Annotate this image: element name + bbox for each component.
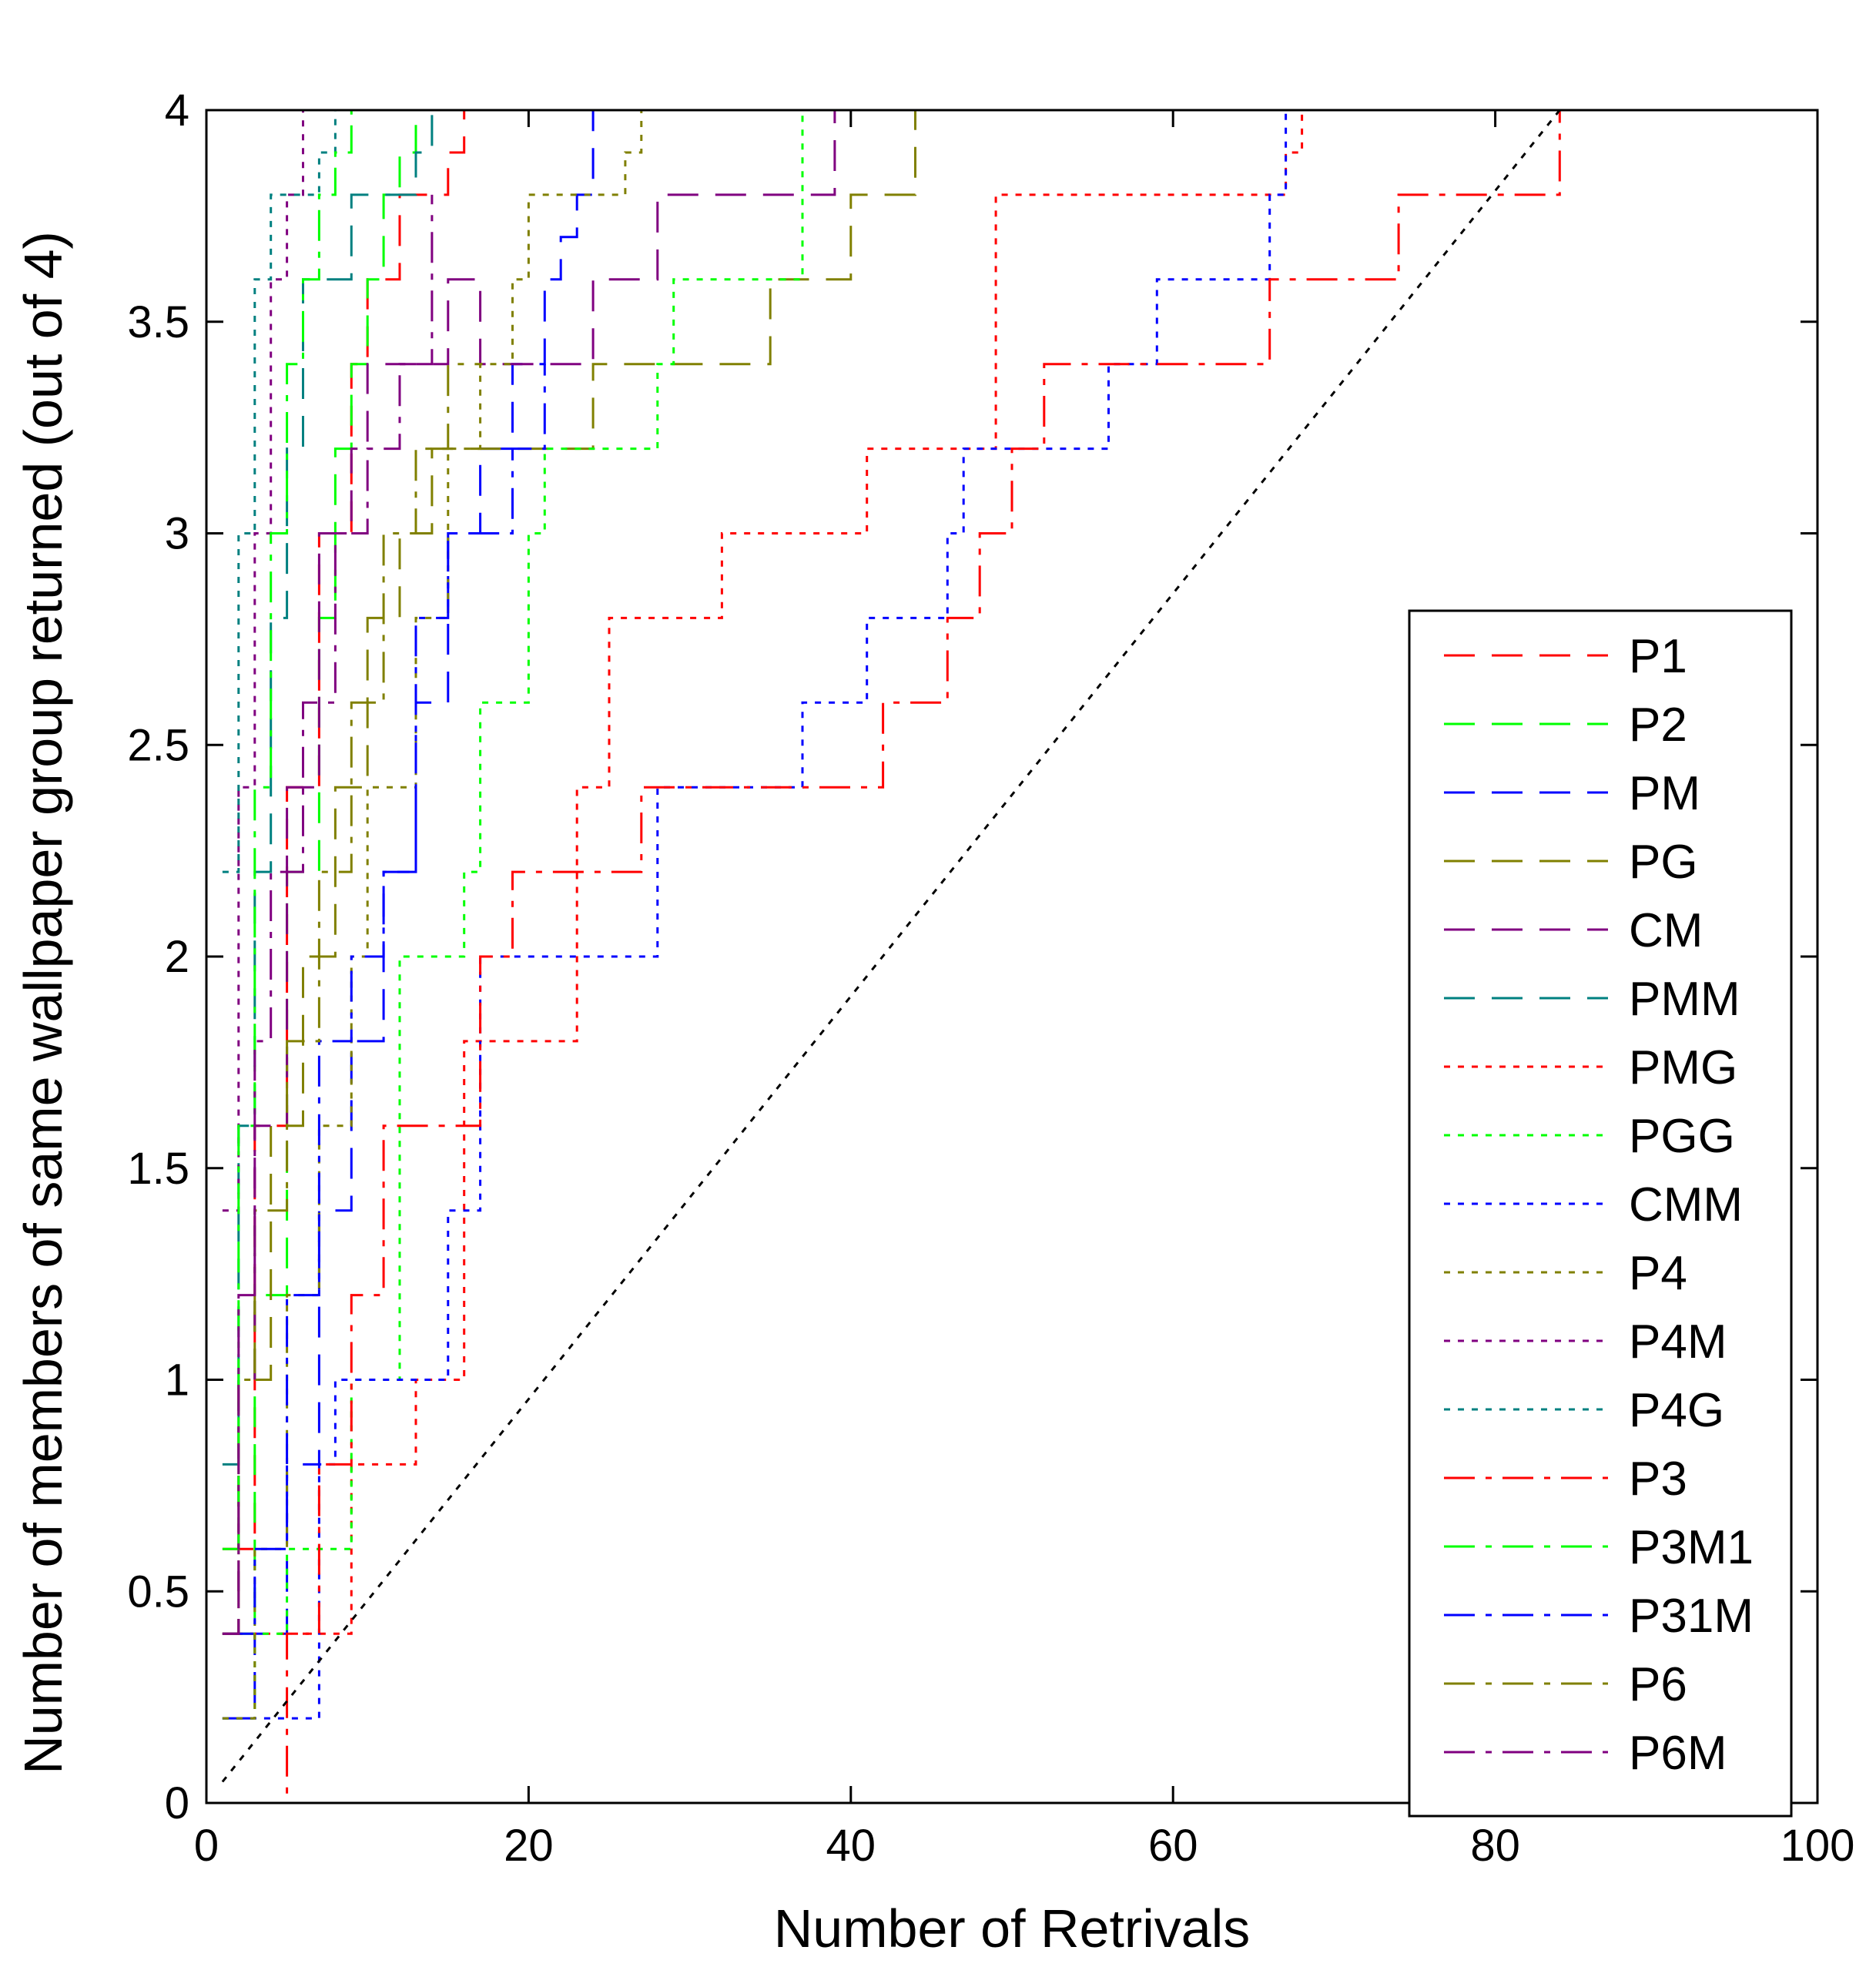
- series-line-p1: [222, 110, 466, 1550]
- legend-item-p6m: P6M: [1444, 1727, 1727, 1780]
- legend-label: P6: [1629, 1658, 1687, 1711]
- x-tick-label: 0: [194, 1821, 219, 1871]
- legend-label: PMG: [1629, 1041, 1737, 1094]
- series-line-pmg: [222, 110, 1304, 1635]
- legend-label: P2: [1629, 699, 1687, 752]
- series-line-cm: [222, 110, 836, 1635]
- x-tick-label: 20: [504, 1821, 554, 1871]
- series-line-cmm: [222, 110, 1288, 1720]
- y-tick-label: 2.5: [127, 720, 189, 770]
- legend-label: P3M1: [1629, 1521, 1754, 1574]
- legend-item-p1: P1: [1444, 630, 1687, 683]
- legend-item-p4g: P4G: [1444, 1384, 1724, 1437]
- legend-item-p6: P6: [1444, 1658, 1687, 1711]
- legend-item-pmg: PMG: [1444, 1041, 1737, 1094]
- y-tick-label: 1: [165, 1355, 189, 1406]
- legend-label: P4: [1629, 1247, 1687, 1300]
- series-line-p31m: [222, 364, 546, 1635]
- series-line-p3: [254, 110, 1561, 1804]
- legend-item-pgg: PGG: [1444, 1110, 1735, 1163]
- y-tick-label: 0.5: [127, 1567, 189, 1617]
- legend-item-p31m: P31M: [1444, 1590, 1754, 1643]
- series-line-reference-diagonal: [221, 109, 1561, 1783]
- y-axis-label: Number of members of same wallpaper grou…: [13, 231, 73, 1774]
- series-layer: [221, 109, 1561, 1804]
- y-tick-label: 4: [165, 85, 189, 136]
- legend-label: CM: [1629, 904, 1703, 957]
- x-axis-label: Number of Retrivals: [774, 1898, 1251, 1959]
- series-line-p3m1: [222, 110, 353, 1550]
- legend-label: P3: [1629, 1453, 1687, 1506]
- y-tick-label: 3.5: [127, 297, 189, 347]
- legend-item-pg: PG: [1444, 836, 1698, 889]
- x-tick-label: 80: [1470, 1821, 1520, 1871]
- x-tick-label: 40: [826, 1821, 876, 1871]
- series-line-p6m: [222, 194, 434, 1635]
- legend-item-p4m: P4M: [1444, 1315, 1727, 1369]
- legend-item-cmm: CMM: [1444, 1178, 1743, 1231]
- legend-item-p3m1: P3M1: [1444, 1521, 1754, 1574]
- legend-label: PG: [1629, 836, 1698, 889]
- legend-item-p3: P3: [1444, 1453, 1687, 1506]
- legend: P1 P2 PM PG CM PMM PMG PGG CMM P4 P4M P4G P3 P3M1 P31M…: [1408, 609, 1793, 1818]
- legend-item-pmm: PMM: [1444, 973, 1740, 1026]
- x-tick-label: 60: [1148, 1821, 1198, 1871]
- legend-item-p4: P4: [1444, 1247, 1687, 1300]
- legend-label: PMM: [1629, 973, 1740, 1026]
- legend-item-cm: CM: [1444, 904, 1703, 957]
- legend-label: P6M: [1629, 1727, 1727, 1780]
- legend-label: P4M: [1629, 1315, 1727, 1369]
- legend-label: PM: [1629, 767, 1700, 820]
- y-tick-label: 3: [165, 509, 189, 559]
- y-tick-label: 2: [165, 932, 189, 982]
- y-tick-label: 1.5: [127, 1144, 189, 1194]
- legend-label: PGG: [1629, 1110, 1735, 1163]
- legend-item-pm: PM: [1444, 767, 1700, 820]
- legend-items: P1 P2 PM PG CM PMM PMG PGG CMM P4 P4M P4G P3 P3M1 P31M…: [1444, 630, 1754, 1780]
- legend-label: P4G: [1629, 1384, 1724, 1437]
- series-line-pm: [222, 109, 706, 1720]
- legend-label: P31M: [1629, 1590, 1754, 1643]
- y-tick-label: 0: [165, 1778, 189, 1828]
- ticks-layer: 0 20 40 60 80 100 0 0.5 1 1.5 2 2.5 3 3.5 4: [127, 85, 1854, 1871]
- legend-label: P1: [1629, 630, 1687, 683]
- legend-label: CMM: [1629, 1178, 1743, 1231]
- x-tick-label: 100: [1781, 1821, 1855, 1871]
- legend-item-p2: P2: [1444, 699, 1687, 752]
